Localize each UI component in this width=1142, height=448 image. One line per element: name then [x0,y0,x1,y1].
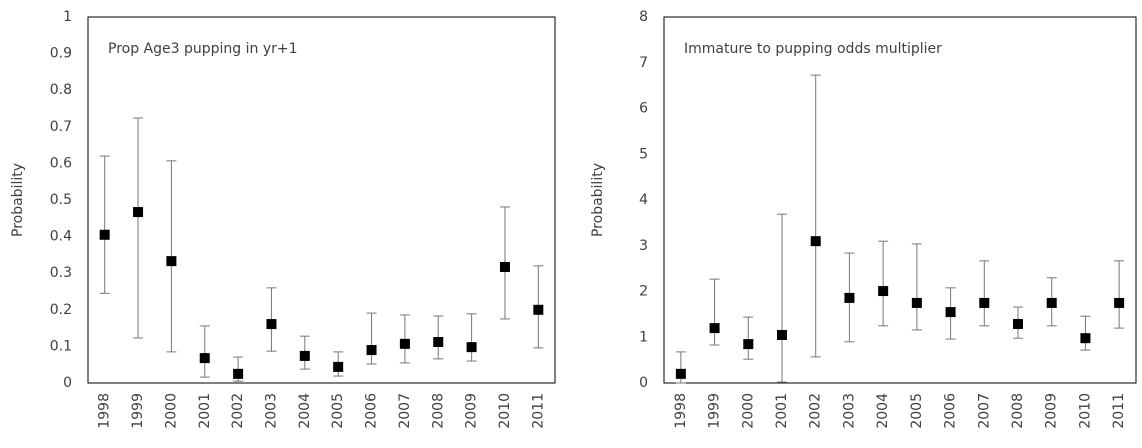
point [166,256,177,267]
y-tick-label: 0.7 [50,119,72,135]
x-tick-label: 2008 [1010,393,1026,429]
x-tick-label: 2000 [740,393,756,429]
y-axis-title: Probability [10,163,26,237]
point [533,304,544,315]
y-tick-label: 0.5 [50,192,72,208]
point [99,229,110,240]
y-tick-label: 3 [639,238,648,254]
point [133,207,144,218]
point [199,353,210,364]
point [333,361,344,372]
x-tick-label: 2004 [297,393,313,429]
y-tick-label: 0.1 [50,338,72,354]
x-tick-label: 1998 [97,393,113,429]
point [844,292,855,303]
plot-frame [663,16,1137,384]
point [810,236,821,247]
point [709,323,720,334]
x-tick-label: 2005 [330,393,346,429]
y-tick-label: 1 [639,329,648,345]
point [777,329,787,340]
y-tick-label: 0.9 [50,46,72,62]
x-tick-label: 2006 [943,393,959,429]
point [266,319,277,330]
x-tick-label: 1998 [673,393,689,429]
x-tick-label: 2009 [464,393,480,429]
point [1013,318,1023,329]
x-tick-label: 2007 [976,393,992,429]
y-tick-label: 0.8 [50,82,72,98]
y-tick-label: 0.4 [50,229,72,245]
x-tick-label: 1999 [707,393,723,429]
x-tick-label: 2003 [841,393,857,429]
x-tick-label: 2010 [497,393,513,429]
y-tick-label: 8 [639,9,648,25]
point [433,337,444,348]
x-tick-label: 2004 [875,393,891,429]
y-tick-label: 6 [639,101,648,117]
y-tick-label: 5 [639,146,648,162]
x-tick-label: 2002 [230,393,246,429]
point [299,350,310,361]
point [499,261,510,272]
point [399,338,410,349]
x-tick-label: 2008 [430,393,446,429]
y-tick-label: 0 [63,375,72,391]
x-tick-label: 2006 [364,393,380,429]
x-tick-label: 1999 [130,393,146,429]
x-tick-label: 2005 [909,393,925,429]
point [675,368,686,379]
y-tick-label: 0.2 [50,302,72,318]
point [743,339,754,350]
point [911,297,922,308]
y-tick-label: 4 [639,192,648,208]
chart-title: Immature to pupping odds multiplier [684,41,942,57]
x-tick-label: 2000 [163,393,179,429]
y-tick-label: 7 [639,55,648,71]
chart-title: Prop Age3 pupping in yr+1 [108,41,298,57]
point [878,286,889,297]
point [1046,297,1057,308]
x-tick-label: 2001 [197,393,213,429]
y-axis-title: Probability [590,163,606,237]
x-tick-label: 2010 [1077,393,1093,429]
point [945,307,956,318]
point [366,345,377,356]
y-tick-label: 0.3 [50,265,72,281]
point [1114,297,1125,308]
point [1080,333,1091,344]
x-tick-label: 2009 [1044,393,1060,429]
x-tick-label: 2007 [397,393,413,429]
point [466,342,477,353]
y-tick-label: 0.6 [50,155,72,171]
y-tick-label: 1 [63,9,72,25]
x-tick-label: 2003 [263,393,279,429]
x-tick-label: 2011 [1111,393,1127,429]
y-tick-label: 0 [639,375,648,391]
point [233,368,244,379]
x-tick-label: 2011 [530,393,546,429]
point [979,297,990,308]
plot-frame [87,16,556,384]
x-tick-label: 2002 [808,393,824,429]
x-tick-label: 2001 [774,393,790,429]
y-tick-label: 2 [639,284,648,300]
